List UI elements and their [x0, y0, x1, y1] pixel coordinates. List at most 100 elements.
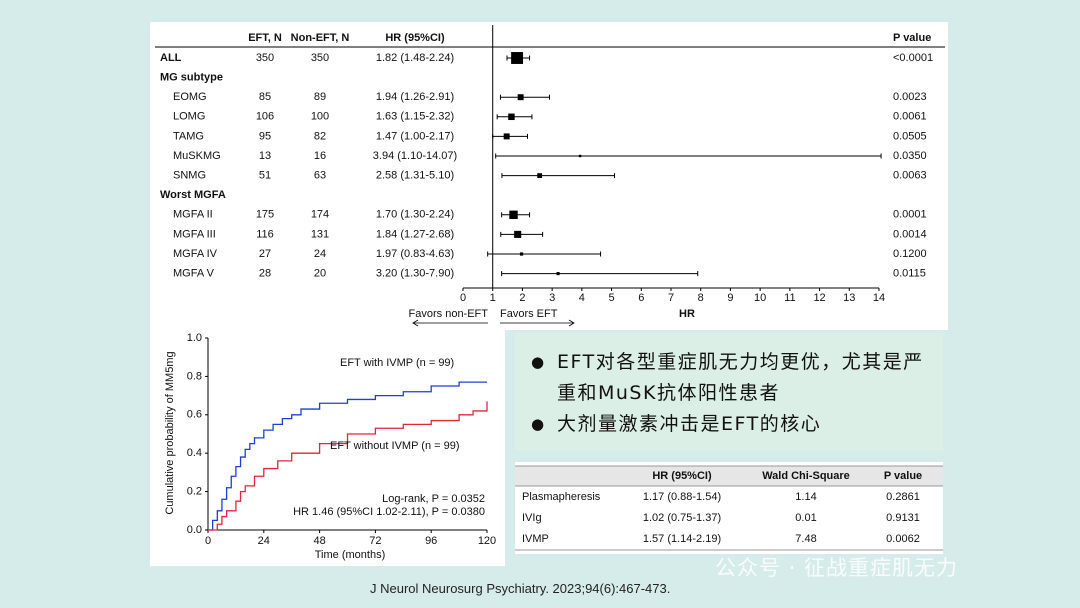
hr-square	[503, 133, 510, 140]
p-value: 0.0001	[893, 209, 927, 221]
non-eft-n: 350	[311, 52, 329, 64]
hr-ci: 1.70 (1.30-2.24)	[376, 209, 454, 221]
x-axis-label: Time (months)	[315, 549, 386, 561]
non-eft-n: 16	[314, 150, 326, 162]
y-tick-label: 0.0	[187, 524, 202, 536]
x-tick-label: 10	[754, 292, 766, 304]
p-value: 0.0350	[893, 150, 927, 162]
row-label: SNMG	[173, 170, 206, 182]
favors-right: Favors EFT	[500, 308, 558, 320]
bullet: 大剂量激素冲击是EFT的核心	[531, 409, 933, 440]
x-tick-label: 11	[784, 292, 795, 304]
legend-label: EFT with IVMP (n = 99)	[340, 357, 454, 369]
non-eft-n: 89	[314, 91, 326, 103]
row-label: MGFA IV	[173, 248, 218, 260]
y-tick-label: 0.2	[187, 486, 202, 498]
non-eft-n: 63	[314, 170, 326, 182]
hr-square	[508, 113, 515, 121]
table-cell: IVMP	[522, 533, 549, 545]
hr-square	[517, 94, 524, 101]
row-label: MG subtype	[160, 72, 223, 84]
table-cell: 1.57 (1.14-2.19)	[643, 533, 721, 545]
y-tick-label: 0.6	[187, 409, 202, 421]
legend-label: EFT without IVMP (n = 99)	[330, 440, 460, 452]
row-label: MuSKMG	[173, 150, 221, 162]
hr-ci: 1.47 (1.00-2.17)	[376, 130, 454, 142]
x-tick-label: 72	[369, 535, 381, 547]
p-value: 0.0063	[893, 170, 927, 182]
y-tick-label: 1.0	[187, 332, 202, 344]
y-axis-label: Cumulative probability of MM5mg	[164, 351, 176, 514]
row-label: MGFA V	[173, 268, 215, 280]
row-label: EOMG	[173, 91, 207, 103]
arrow-right	[500, 319, 575, 327]
table-cell: 0.9131	[886, 512, 920, 524]
table-cell: Plasmapheresis	[522, 491, 601, 503]
watermark: 公众号 · 征战重症肌无力	[715, 556, 959, 580]
p-value: 0.0014	[893, 228, 927, 240]
table-header: Wald Chi-Square	[762, 470, 850, 482]
x-tick-label: 1	[490, 292, 496, 304]
p-value: 0.0061	[893, 111, 927, 123]
table-header: HR (95%CI)	[652, 470, 712, 482]
column-header: P value	[893, 32, 931, 44]
x-tick-label: 3	[549, 292, 555, 304]
eft-n: 51	[259, 170, 271, 182]
annotation: HR 1.46 (95%CI 1.02-2.11), P = 0.0380	[293, 506, 485, 518]
eft-n: 85	[259, 91, 271, 103]
y-tick-label: 0.8	[187, 370, 202, 382]
p-value: 0.0023	[893, 91, 927, 103]
non-eft-n: 20	[314, 268, 326, 280]
x-tick-label: 0	[460, 292, 466, 304]
row-label: Worst MGFA	[160, 189, 226, 201]
x-tick-label: 2	[519, 292, 525, 304]
bullet: EFT对各型重症肌无力均更优，尤其是严重和MuSK抗体阳性患者	[531, 347, 933, 409]
hr-ci: 2.58 (1.31-5.10)	[376, 170, 454, 182]
x-tick-label: 96	[425, 535, 437, 547]
column-header: HR (95%CI)	[385, 32, 445, 44]
table-cell: 0.0062	[886, 533, 920, 545]
table-cell: 1.02 (0.75-1.37)	[643, 512, 721, 524]
row-label: LOMG	[173, 111, 205, 123]
non-eft-n: 131	[311, 228, 329, 240]
row-label: MGFA III	[173, 228, 216, 240]
x-tick-label: 48	[313, 535, 325, 547]
eft-n: 350	[256, 52, 274, 64]
eft-n: 27	[259, 248, 271, 260]
x-tick-label: 8	[698, 292, 704, 304]
table-cell: 1.17 (0.88-1.54)	[643, 491, 721, 503]
p-value: 0.0115	[893, 268, 926, 280]
favors-left: Favors non-EFT	[409, 308, 489, 320]
table-cell: 0.2861	[886, 491, 920, 503]
hr-square	[514, 230, 522, 238]
hr-square	[556, 272, 560, 276]
non-eft-n: 174	[311, 209, 329, 221]
x-tick-label: 12	[813, 292, 825, 304]
table-cell: 0.01	[795, 512, 816, 524]
table-cell: 7.48	[795, 533, 816, 545]
x-tick-label: 4	[579, 292, 585, 304]
hr-ci: 1.84 (1.27-2.68)	[376, 228, 454, 240]
y-tick-label: 0.4	[187, 447, 202, 459]
p-value: 0.1200	[893, 248, 927, 260]
eft-n: 95	[259, 130, 271, 142]
x-tick-label: 14	[873, 292, 885, 304]
x-tick-label: 6	[638, 292, 644, 304]
x-tick-label: 120	[478, 535, 496, 547]
hr-square	[509, 210, 518, 220]
non-eft-n: 82	[314, 130, 326, 142]
hr-square	[511, 52, 524, 64]
hr-ci: 1.97 (0.83-4.63)	[376, 248, 454, 260]
table-header-bg	[515, 466, 943, 486]
row-label: MGFA II	[173, 209, 213, 221]
x-axis-label: HR	[679, 308, 695, 320]
non-eft-n: 24	[314, 248, 326, 260]
column-header: EFT, N	[248, 32, 282, 44]
x-tick-label: 7	[668, 292, 674, 304]
x-tick-label: 9	[727, 292, 733, 304]
eft-n: 175	[256, 209, 274, 221]
km-curve	[208, 401, 488, 531]
hr-ci: 1.94 (1.26-2.91)	[376, 91, 454, 103]
table-header: P value	[884, 470, 922, 482]
